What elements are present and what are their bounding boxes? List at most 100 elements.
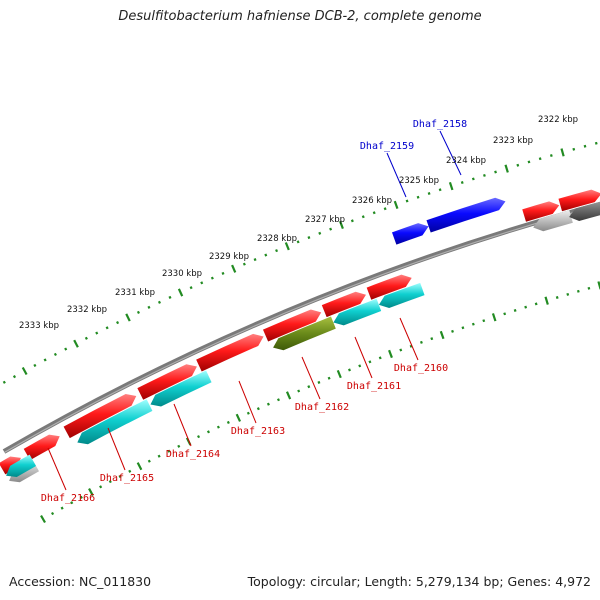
inner-scale-tick [524,305,528,309]
inner-scale-tick [226,420,230,425]
inner-scale-tick [40,515,46,524]
inner-scale-tick [70,501,74,505]
gene-feature[interactable] [569,201,600,221]
scale-label: 2324 kbp [446,156,486,166]
inner-scale-ring [40,281,600,524]
scale-label: 2325 kbp [399,176,439,186]
inner-scale-tick [327,376,331,380]
gene-feature[interactable] [321,291,366,318]
inner-scale-tick [297,389,301,393]
outer-scale-tick [231,264,237,273]
scale-label: 2329 kbp [209,252,249,262]
gene-label[interactable]: Dhaf_2159 [360,141,414,152]
gene-label[interactable]: Dhaf_2166 [41,493,95,504]
inner-scale-tick [368,360,372,364]
gene-feature[interactable] [273,316,336,351]
gene-label[interactable]: Dhaf_2161 [347,381,401,392]
outer-scale-tick [350,219,354,223]
gene-label[interactable]: Dhaf_2163 [231,426,285,437]
gene-feature[interactable] [196,333,264,372]
gene-label[interactable]: Dhaf_2164 [166,449,220,460]
gene-feature[interactable] [262,309,322,342]
callout-line [399,317,419,361]
outer-scale-tick [210,276,214,280]
callout-line [238,380,257,424]
gene-feature[interactable] [378,282,425,308]
scale-label: 2333 kbp [19,321,59,331]
inner-scale-tick [177,444,181,448]
outer-scale-ring [2,141,598,384]
scale-labels: 2322 kbp 2323 kbp 2324 kbp 2325 kbp 2326 kbp… [19,115,578,331]
outer-scale-tick [21,366,28,376]
inner-scale-tick [88,488,94,497]
scale-label: 2323 kbp [493,136,533,146]
outer-scale-tick [560,148,565,157]
gene-feature[interactable] [6,454,37,478]
outer-scale-tick [572,147,576,151]
outer-scale-tick [125,313,131,322]
outer-scale-tick [296,240,300,244]
outer-scale-tick [549,154,553,157]
inner-scale-tick [576,289,580,293]
outer-scale-tick [427,191,431,195]
outer-scale-tick [105,326,109,330]
gene-feature[interactable] [0,456,21,475]
gene-feature[interactable] [333,298,382,326]
outer-scale-tick [2,380,6,384]
gene-feature[interactable] [522,201,560,222]
outer-scale-tick [516,163,520,167]
gene-feature[interactable] [150,370,212,407]
inner-scale-tick [167,449,171,453]
outer-scale-tick [538,157,542,161]
outer-scale-tick [73,339,79,348]
outer-scale-tick [471,177,475,181]
gene-feature[interactable] [533,210,573,232]
inner-scale-tick [147,459,151,463]
outer-scale-tick [393,200,399,210]
gene-feature[interactable] [137,364,197,400]
inner-scale-tick [108,479,112,484]
gene-feature[interactable] [23,434,60,461]
gene-label[interactable]: Dhaf_2158 [413,119,467,130]
inner-scale-tick [544,296,549,305]
outer-scale-tick [136,310,140,314]
inner-scale-tick [439,330,445,340]
inner-scale-tick [491,313,497,322]
inner-scale-tick [216,425,220,429]
gene-feature[interactable] [426,197,506,233]
outer-scale-tick [483,173,486,177]
scale-label: 2326 kbp [352,196,392,206]
inner-scale-tick [51,511,55,516]
inner-scale-tick [461,326,465,330]
scale-label: 2330 kbp [162,269,202,279]
page-title: Desulfitobacterium hafniense DCB-2, comp… [118,9,482,24]
outer-scale-tick [84,336,88,340]
outer-scale-tick [405,199,409,203]
outer-scale-tick [329,227,333,231]
outer-scale-tick [177,288,184,297]
outer-scale-tick [583,144,587,148]
gene-label[interactable]: Dhaf_2162 [295,402,349,413]
outer-scale-tick [275,249,279,253]
inner-scale-tick [348,368,351,372]
gene-feature[interactable] [63,394,137,439]
gene-callouts: Dhaf_2158 Dhaf_2159 Dhaf_2160 Dhaf_2161 Dhaf… [41,119,467,504]
gene-feature[interactable] [366,274,412,300]
gene-label[interactable]: Dhaf_2160 [394,363,448,374]
outer-scale-tick [12,375,17,379]
outer-scale-tick [147,305,151,309]
outer-scale-tick [307,236,311,240]
gene-label[interactable]: Dhaf_2165 [100,473,154,484]
inner-scale-tick [60,506,64,510]
gene-track [0,189,600,483]
inner-scale-tick [246,411,250,415]
outer-scale-tick [383,207,387,211]
gene-feature[interactable] [77,399,153,445]
inner-scale-tick [79,495,83,499]
outer-scale-tick [438,188,442,192]
outer-scale-tick [372,211,376,215]
gene-feature[interactable] [391,223,429,245]
inner-scale-tick [266,402,270,406]
gene-feature[interactable] [558,189,600,212]
outer-scale-tick [168,295,172,299]
